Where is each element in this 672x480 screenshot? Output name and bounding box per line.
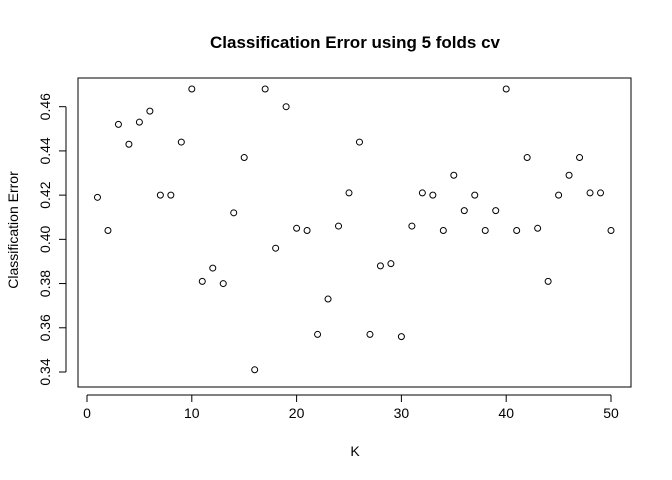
data-point bbox=[314, 330, 322, 338]
data-point bbox=[230, 209, 238, 217]
data-point bbox=[355, 138, 363, 146]
data-point bbox=[481, 227, 489, 234]
data-point bbox=[293, 224, 301, 232]
x-tick-label: 10 bbox=[184, 405, 200, 421]
data-point bbox=[607, 227, 615, 234]
x-tick-label: 50 bbox=[603, 405, 619, 421]
data-point bbox=[471, 191, 479, 199]
data-point bbox=[303, 227, 311, 234]
x-tick-label: 0 bbox=[83, 405, 91, 421]
y-axis-label: Classification Error bbox=[5, 171, 21, 289]
data-point bbox=[439, 227, 447, 234]
data-point bbox=[272, 244, 280, 252]
data-point bbox=[240, 154, 248, 162]
data-point bbox=[544, 277, 552, 285]
data-point bbox=[492, 207, 500, 215]
data-point bbox=[93, 193, 101, 201]
data-point bbox=[167, 191, 175, 199]
data-point bbox=[597, 189, 605, 197]
y-tick-label: 0.42 bbox=[37, 181, 53, 208]
x-tick-label: 20 bbox=[289, 405, 305, 421]
data-point bbox=[209, 264, 217, 272]
data-point bbox=[219, 280, 227, 288]
x-tick-label: 40 bbox=[498, 405, 514, 421]
x-axis-label: K bbox=[350, 443, 360, 459]
data-point bbox=[156, 191, 164, 199]
data-point bbox=[586, 189, 594, 197]
data-point bbox=[282, 103, 290, 111]
y-tick-label: 0.38 bbox=[37, 270, 53, 297]
data-point bbox=[387, 260, 395, 268]
data-point bbox=[366, 330, 374, 338]
data-point bbox=[502, 85, 510, 93]
x-axis: 0 10 20 30 40 50 bbox=[83, 394, 619, 421]
data-point bbox=[555, 191, 563, 199]
data-point bbox=[114, 120, 122, 128]
y-tick-label: 0.44 bbox=[37, 137, 53, 164]
x-tick-label: 30 bbox=[394, 405, 410, 421]
data-point bbox=[408, 222, 416, 230]
y-tick-label: 0.46 bbox=[37, 93, 53, 120]
data-point bbox=[104, 227, 112, 234]
y-tick-label: 0.36 bbox=[37, 314, 53, 341]
data-point bbox=[335, 222, 343, 230]
data-point bbox=[397, 333, 405, 341]
data-point bbox=[523, 154, 531, 162]
data-point bbox=[534, 224, 542, 232]
y-tick-label: 0.40 bbox=[37, 226, 53, 253]
data-point bbox=[418, 189, 426, 197]
data-point bbox=[261, 85, 269, 93]
y-axis: 0.34 0.36 0.38 0.40 0.42 0.44 0.46 bbox=[37, 93, 67, 386]
data-points bbox=[93, 85, 615, 374]
data-point bbox=[429, 191, 437, 199]
y-tick-label: 0.34 bbox=[37, 358, 53, 385]
data-point bbox=[376, 262, 384, 270]
data-point bbox=[251, 366, 259, 374]
data-point bbox=[198, 277, 206, 285]
data-point bbox=[177, 138, 185, 146]
data-point bbox=[188, 85, 196, 93]
data-point bbox=[460, 207, 468, 215]
data-point bbox=[513, 227, 521, 234]
data-point bbox=[565, 171, 573, 179]
plot-frame bbox=[77, 77, 632, 388]
data-point bbox=[125, 140, 133, 148]
data-point bbox=[450, 171, 458, 179]
data-point bbox=[576, 154, 584, 162]
data-point bbox=[135, 118, 143, 126]
chart-title: Classification Error using 5 folds cv bbox=[210, 33, 501, 52]
data-point bbox=[345, 189, 353, 197]
data-point bbox=[324, 295, 332, 303]
data-point bbox=[146, 107, 154, 115]
